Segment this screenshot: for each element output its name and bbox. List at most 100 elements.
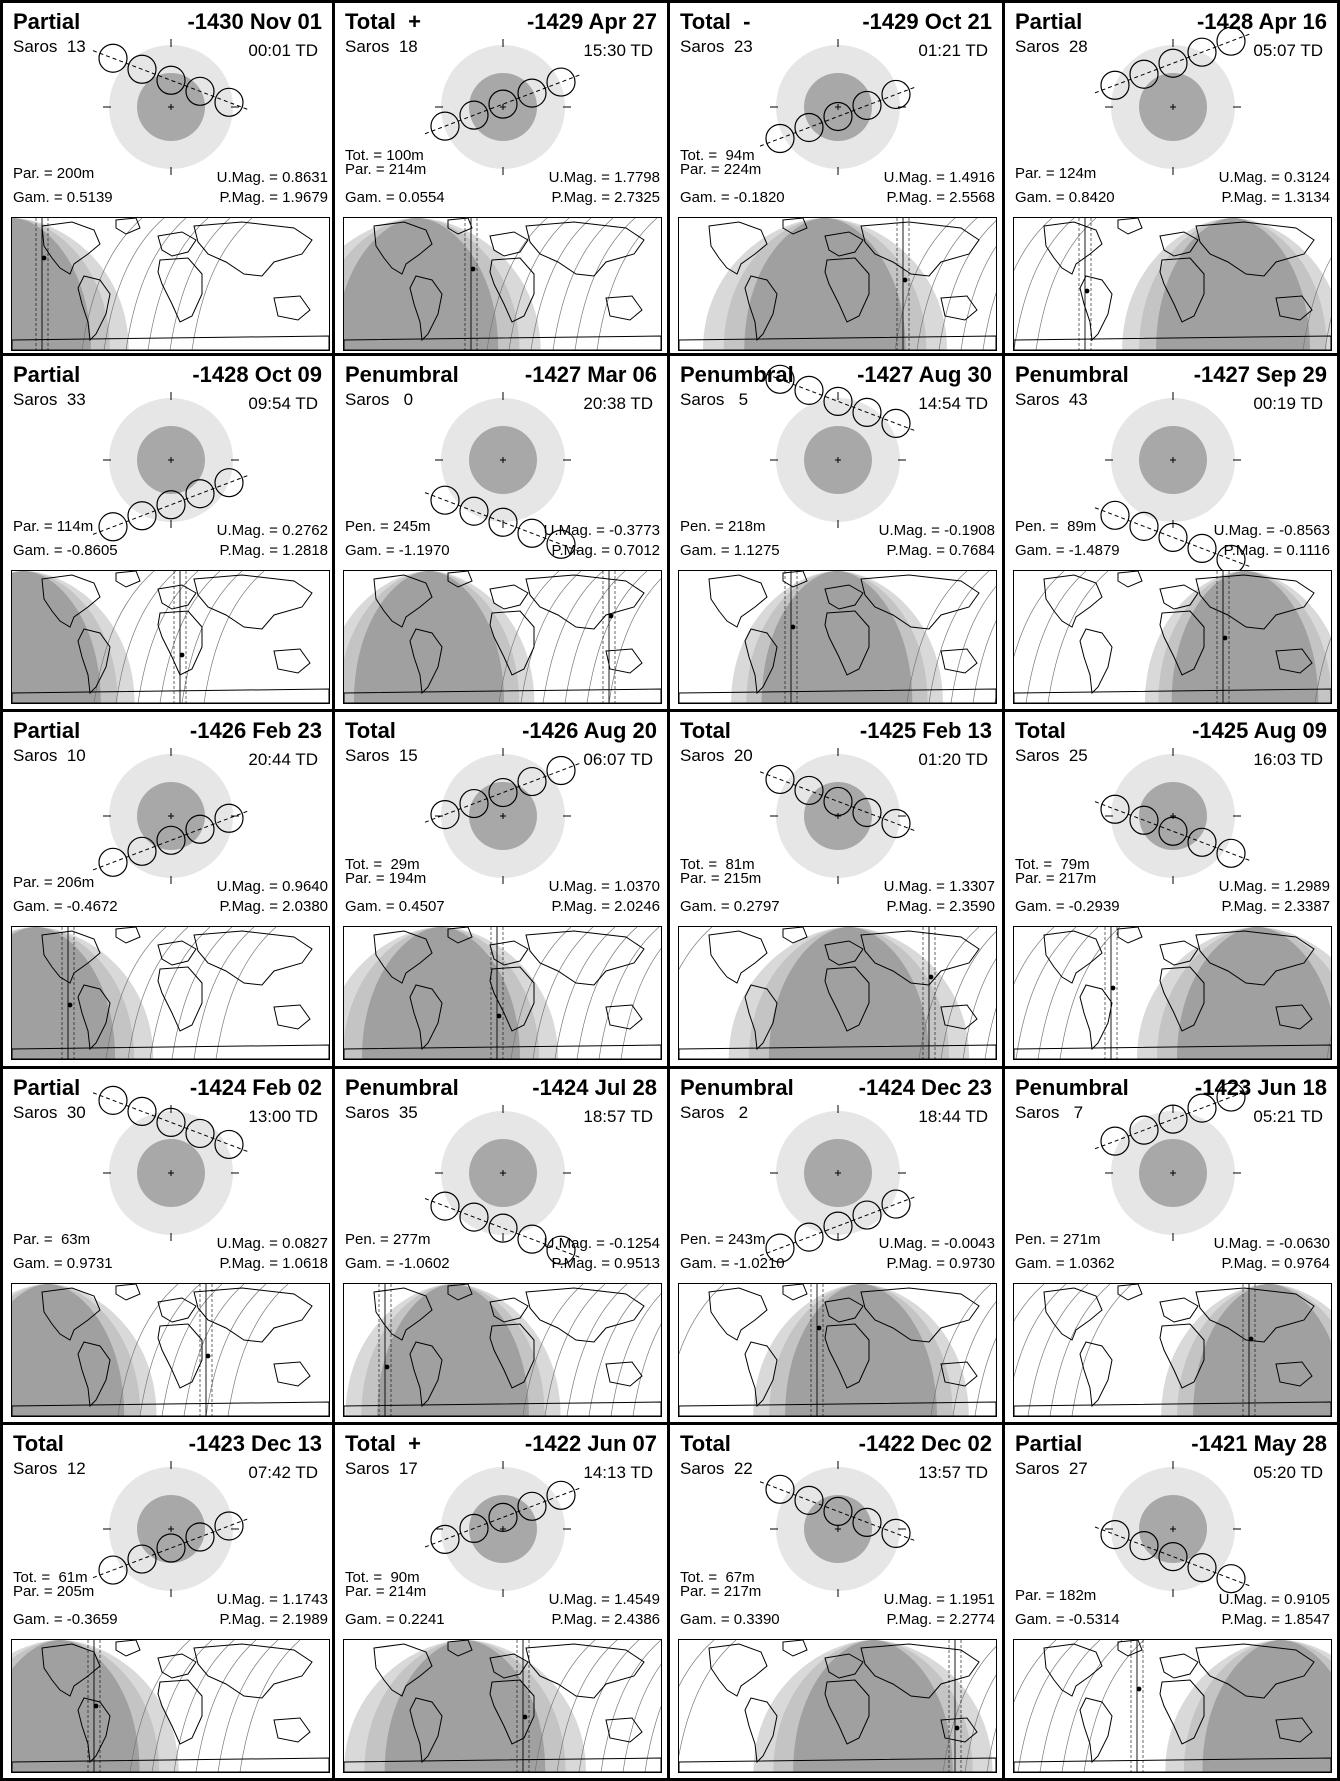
continent-outline: [782, 1283, 808, 1301]
umbral-magnitude: U.Mag. = -0.1908: [878, 522, 995, 540]
contact-curve: [1326, 1035, 1331, 1060]
continent-outline: [940, 295, 978, 321]
gamma-value: Gam. = -0.4672: [13, 898, 118, 916]
eclipse-geometry-diagram: [1094, 26, 1252, 175]
gamma-value: Gam. = -0.1820: [680, 189, 785, 206]
eclipse-geometry-diagram: [92, 39, 250, 175]
penumbral-duration: Pen. = 245m: [345, 518, 431, 536]
visibility-zone: [1202, 1639, 1331, 1772]
umbral-magnitude: U.Mag. = 1.2989: [1218, 878, 1330, 896]
partial-duration: Par. = 63m: [13, 1230, 91, 1248]
penumbral-magnitude: P.Mag. = 2.5568: [886, 189, 995, 206]
moon-position: [765, 364, 795, 395]
eclipse-panel: Penumbral -1423 Jun 18 Saros 7 05:21 TD Pen.…: [1005, 1068, 1340, 1425]
continent-outline: [679, 335, 996, 350]
visibility-map: [678, 570, 997, 705]
continent-outline: [744, 984, 778, 1051]
continent-outline: [940, 1717, 978, 1743]
contact-curve: [169, 218, 231, 350]
contact-curve: [1047, 571, 1109, 704]
continent-outline: [782, 571, 808, 588]
saros-number: Saros 22: [680, 1458, 753, 1478]
continent-outline: [1014, 1757, 1331, 1772]
partial-duration: Par. = 214m: [345, 1582, 427, 1600]
visibility-map: [11, 926, 330, 1061]
eclipse-time: 07:42 TD: [248, 1462, 318, 1482]
visibility-map: [343, 926, 662, 1061]
eclipse-panel: Total - -1429 Oct 21 Saros 23 01:21 TD Tot. …: [670, 0, 1005, 357]
contact-curve: [940, 931, 996, 1060]
eclipse-date: -1424 Jul 28: [532, 1074, 657, 1100]
continent-outline: [409, 628, 443, 695]
continent-outline: [344, 1401, 661, 1416]
continent-outline: [525, 574, 645, 630]
contact-curve: [147, 218, 209, 350]
eclipse-geometry-diagram: [424, 748, 582, 885]
moon-position: [214, 468, 244, 498]
visibility-map: [11, 1638, 330, 1773]
visibility-zone: [768, 927, 930, 1060]
gamma-value: Gam. = 0.8420: [1015, 189, 1115, 206]
moon-position: [98, 848, 128, 878]
contact-curve: [1014, 1639, 1057, 1703]
eclipse-time: 09:54 TD: [248, 394, 318, 414]
visibility-map: [343, 1282, 662, 1417]
eclipse-stats: Tot. = 67m Par. = 217m Gam. = 0.3390 U.Mag.…: [680, 1569, 995, 1639]
moon-position: [185, 76, 215, 106]
saros-number: Saros 2: [680, 1102, 749, 1122]
eclipse-panel: Total -1426 Aug 20 Saros 15 06:07 TD Tot. = …: [335, 712, 670, 1069]
eclipse-panel: Partial -1430 Nov 01 Saros 13 00:01 TD Par. …: [0, 0, 335, 357]
umbral-magnitude: U.Mag. = 0.9640: [216, 878, 328, 896]
moon-position: [794, 1485, 824, 1515]
continent-outline: [1195, 574, 1315, 630]
moon-position: [517, 78, 547, 108]
continent-outline: [1275, 1717, 1313, 1743]
continent-outline: [824, 1297, 864, 1323]
moon-position: [98, 1555, 128, 1585]
contact-curve: [950, 586, 996, 704]
eclipse-type: Penumbral: [680, 1074, 794, 1100]
contact-curve: [552, 218, 614, 350]
contact-curve: [508, 218, 570, 350]
moon-position: [852, 1200, 882, 1230]
visibility-zone: [761, 571, 913, 704]
eclipse-type: Partial: [13, 9, 81, 34]
world-map: [679, 927, 996, 1060]
contact-curve: [1014, 571, 1065, 658]
continent-outline: [708, 574, 768, 628]
continent-outline: [115, 927, 141, 944]
visibility-map: [1013, 1638, 1332, 1773]
sub-lunar-point: [205, 1353, 211, 1358]
eclipse-stats: Par. = 124m Gam. = 0.8420 U.Mag. = 0.3124 P…: [1015, 153, 1330, 217]
continent-outline: [1159, 1297, 1199, 1323]
eclipse-date: -1427 Sep 29: [1193, 362, 1327, 388]
eclipse-time: 20:38 TD: [583, 394, 653, 414]
eclipse-time: 20:44 TD: [248, 750, 318, 770]
contact-curve: [510, 927, 572, 1060]
continent-outline: [1117, 1639, 1143, 1657]
moon-position: [127, 54, 157, 84]
eclipse-geometry-diagram: [1094, 748, 1252, 885]
moon-position: [852, 90, 882, 121]
visibility-map: [678, 217, 997, 351]
umbral-magnitude: U.Mag. = 0.3124: [1218, 169, 1330, 186]
contact-curve: [964, 1674, 996, 1772]
continent-outline: [679, 1757, 996, 1772]
eclipse-stats: Pen. = 245m Gam. = -1.1970 U.Mag. = -0.377…: [345, 506, 660, 570]
eclipse-date: -1427 Aug 30: [857, 362, 992, 388]
visibility-zone: [793, 1639, 953, 1772]
contact-curve: [137, 571, 199, 704]
continent-outline: [860, 1643, 980, 1699]
continent-outline: [1159, 584, 1199, 610]
contact-curve: [171, 927, 233, 1060]
moon-position: [794, 375, 824, 406]
moon-position: [881, 79, 911, 110]
contact-curve: [1324, 317, 1331, 350]
world-map: [12, 1283, 329, 1416]
eclipse-geometry-diagram: [759, 1104, 917, 1263]
penumbral-magnitude: P.Mag. = 1.8547: [1221, 1610, 1330, 1628]
world-map: [12, 927, 329, 1060]
eclipse-type: Penumbral: [345, 362, 459, 388]
moon-position: [1187, 533, 1217, 564]
contact-curve: [486, 218, 548, 350]
